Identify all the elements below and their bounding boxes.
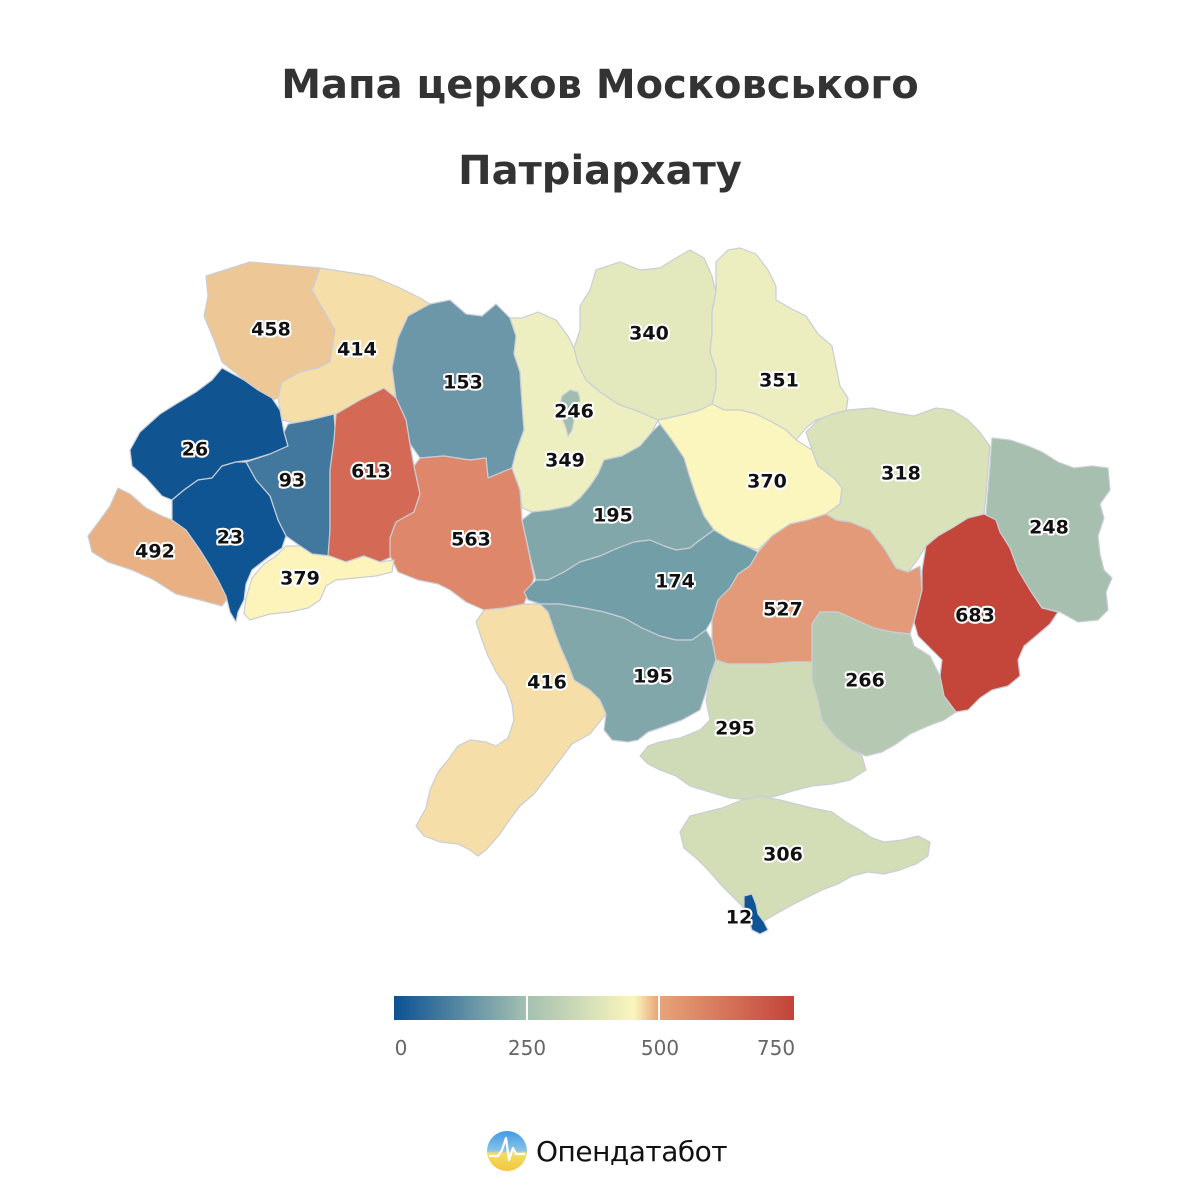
region-label-zakarpattia: 492 <box>135 541 175 563</box>
region-label-sumy: 351 <box>759 370 799 392</box>
region-label-ternopil: 93 <box>279 470 305 492</box>
legend-tick-500: 500 <box>640 1036 680 1060</box>
region-label-dnipro: 527 <box>763 599 803 621</box>
region-label-donetsk: 683 <box>955 605 995 627</box>
region-label-ivano-frankivsk: 23 <box>217 527 243 549</box>
opendatabot-logo-icon <box>487 1131 527 1171</box>
legend-tick-250: 250 <box>507 1036 547 1060</box>
opendatabot-wordmark: Опендатабот <box>536 1134 728 1168</box>
region-label-volyn: 458 <box>251 319 291 341</box>
region-label-rivne: 414 <box>337 339 377 361</box>
region-label-odesa: 416 <box>527 672 567 694</box>
region-label-crimea: 306 <box>763 844 803 866</box>
region-sevastopol[interactable] <box>743 893 769 935</box>
region-label-vinnytsia: 563 <box>451 529 491 551</box>
region-label-poltava: 370 <box>747 471 787 493</box>
legend-tick-750: 750 <box>756 1036 796 1060</box>
region-label-kyiv-city: 246 <box>554 401 594 423</box>
region-label-khmelnytskyi: 613 <box>351 461 391 483</box>
region-label-chernivtsi: 379 <box>280 568 320 590</box>
region-ivano-frankivsk[interactable] <box>171 461 287 623</box>
region-label-lviv: 26 <box>182 439 208 461</box>
region-zaporizhzhia[interactable] <box>811 611 957 757</box>
region-label-kharkiv: 318 <box>881 463 921 485</box>
region-crimea[interactable] <box>679 795 931 931</box>
region-label-sevastopol: 12 <box>726 907 752 929</box>
region-kyiv-city[interactable] <box>559 389 581 437</box>
region-label-luhansk: 248 <box>1029 517 1069 539</box>
region-label-kyiv-obl: 349 <box>545 450 585 472</box>
region-chernivtsi[interactable] <box>243 545 395 621</box>
color-scale-legend <box>394 996 794 1020</box>
region-label-kirovohrad: 174 <box>655 571 695 593</box>
region-label-cherkasy: 195 <box>593 505 633 527</box>
region-label-kherson: 295 <box>715 718 755 740</box>
region-value-labels: 458 414 153 349 246 340 351 370 318 248 26 93 613 563… <box>133 317 1071 931</box>
legend-tick-0: 0 <box>394 1036 408 1060</box>
ukraine-choropleth-map: 458 414 153 349 246 340 351 370 318 248 26 93 613 563… <box>87 247 1113 935</box>
chart-title-line2: Патріархату <box>458 148 742 194</box>
chart-title-line1: Мапа церков Московського <box>281 62 919 108</box>
region-label-mykolaiv: 195 <box>633 666 673 688</box>
region-label-zaporizhzhia: 266 <box>845 670 885 692</box>
region-zakarpattia[interactable] <box>87 487 229 607</box>
region-donetsk[interactable] <box>913 513 1059 713</box>
region-label-zhytomyr: 153 <box>443 372 483 394</box>
opendatabot-logo: Опендатабот <box>486 1130 728 1172</box>
region-mykolaiv[interactable] <box>539 603 717 743</box>
region-label-chernihiv: 340 <box>629 323 669 345</box>
